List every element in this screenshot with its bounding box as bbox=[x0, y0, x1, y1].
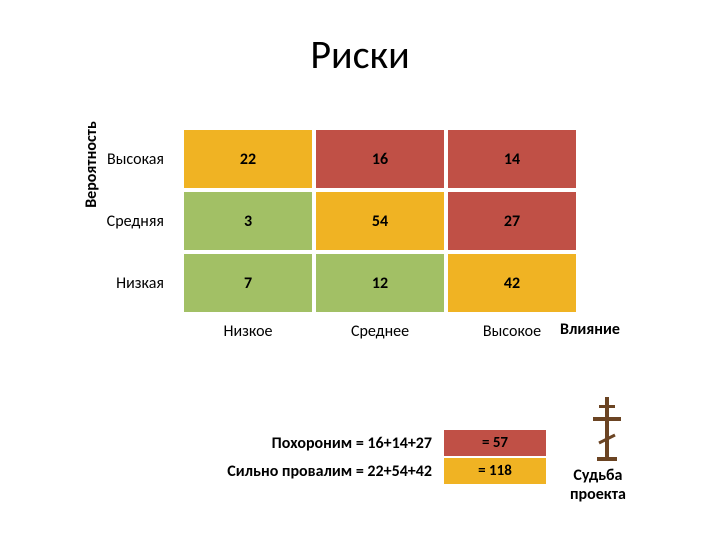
fate-l1: Судьба bbox=[573, 466, 622, 485]
cell-2-0: 7 bbox=[184, 254, 312, 312]
row-label: Низкая bbox=[90, 254, 180, 312]
row-label: Высокая bbox=[90, 130, 180, 188]
col-label: Среднее bbox=[316, 316, 444, 342]
cell-0-0: 22 bbox=[184, 130, 312, 188]
legend-label: Сильно провалим = 22+54+42 bbox=[188, 462, 442, 481]
cell-1-2: 27 bbox=[448, 192, 576, 250]
cell-0-1: 16 bbox=[316, 130, 444, 188]
col-label: Низкое bbox=[184, 316, 312, 342]
cell-1-1: 54 bbox=[316, 192, 444, 250]
fate-label: Судьба проекта bbox=[570, 466, 626, 504]
page-title: Риски bbox=[0, 30, 720, 79]
legend-value: = 118 bbox=[444, 458, 546, 484]
cell-2-2: 42 bbox=[448, 254, 576, 312]
fate-l2: проекта bbox=[570, 485, 626, 504]
cell-0-2: 14 bbox=[448, 130, 576, 188]
cross-icon bbox=[587, 395, 627, 465]
col-label: Высокое bbox=[448, 316, 576, 342]
legend: Похороним = 16+14+27 = 57 Сильно провали… bbox=[188, 430, 546, 484]
cell-2-1: 12 bbox=[316, 254, 444, 312]
x-axis-label: Влияние bbox=[560, 320, 620, 339]
risk-matrix: Высокая 22 16 14 Средняя 3 54 27 Низкая … bbox=[90, 130, 576, 342]
legend-label: Похороним = 16+14+27 bbox=[188, 434, 442, 453]
cell-1-0: 3 bbox=[184, 192, 312, 250]
row-label: Средняя bbox=[90, 192, 180, 250]
legend-value: = 57 bbox=[444, 430, 546, 456]
